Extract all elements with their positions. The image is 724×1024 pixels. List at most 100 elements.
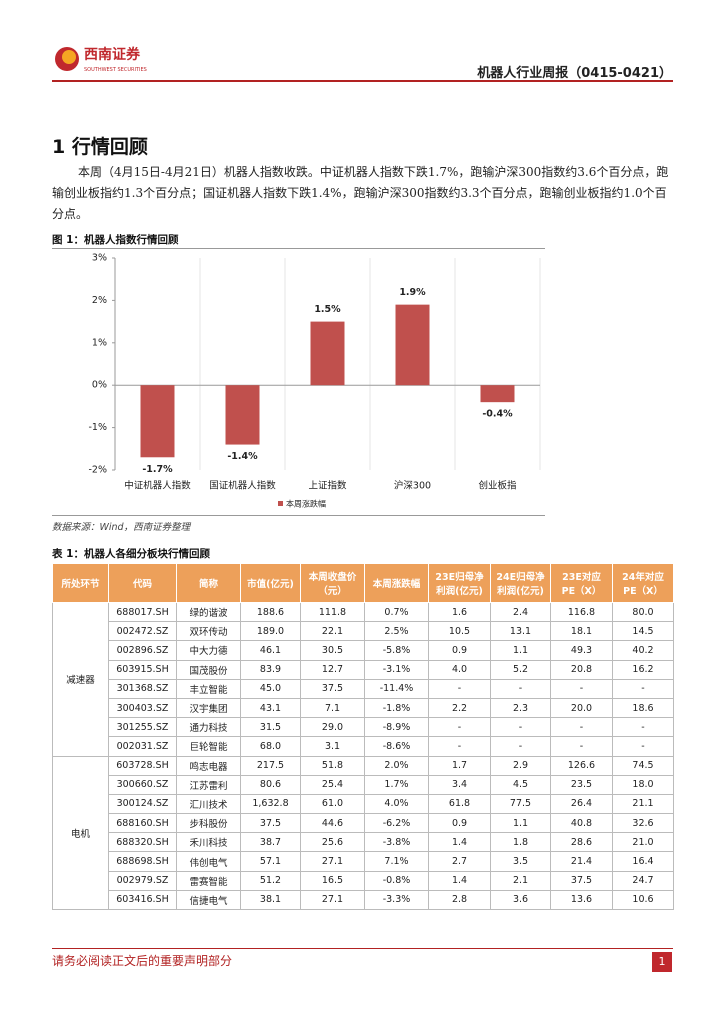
cell: 301368.SZ <box>108 678 177 699</box>
cell: 603728.SH <box>108 755 177 776</box>
cell: 16.2 <box>612 659 674 680</box>
row: 301255.SZ 通力科技 31.5 29.0 -8.9% - - - - <box>53 717 674 738</box>
header-text: 23E对应 <box>562 572 601 583</box>
cell: 0.9 <box>428 640 491 661</box>
cell: 217.5 <box>240 755 301 776</box>
cell: 21.4 <box>550 851 613 872</box>
cell: 688160.SH <box>108 813 177 834</box>
cell: 126.6 <box>550 755 613 776</box>
header-cell: 24年对应 PE（X） <box>612 563 674 603</box>
cell: 22.1 <box>300 621 365 642</box>
cell: 10.6 <box>612 889 674 911</box>
cell: 10.5 <box>428 621 491 642</box>
cell: 雷赛智能 <box>176 870 241 891</box>
header-text: PE（X） <box>561 586 602 597</box>
bar <box>395 304 430 386</box>
cell: 4.0 <box>428 659 491 680</box>
footer-notice: 请务必阅读正文后的重要声明部分 <box>52 954 233 968</box>
cell: 1.1 <box>490 813 551 834</box>
cell: 002896.SZ <box>108 640 177 661</box>
cell: -5.8% <box>364 640 429 661</box>
group-cell: 电机 <box>52 755 109 910</box>
cell: 12.7 <box>300 659 365 680</box>
row: 688160.SH 步科股份 37.5 44.6 -6.2% 0.9 1.1 40.8 32.6 <box>53 813 674 834</box>
header-cell: 本周收盘价 （元） <box>300 563 365 603</box>
bar <box>225 385 260 445</box>
cell: 23.5 <box>550 774 613 795</box>
row: 300660.SZ 江苏雷利 80.6 25.4 1.7% 3.4 4.5 23.5 18.0 <box>53 774 674 795</box>
cell: - <box>490 717 551 738</box>
row: 002979.SZ 雷赛智能 51.2 16.5 -0.8% 1.4 2.1 37.5 24.7 <box>53 870 674 891</box>
cell: 002472.SZ <box>108 621 177 642</box>
cell: 0.7% <box>364 601 429 623</box>
cell: - <box>612 717 674 738</box>
cell: 29.0 <box>300 717 365 738</box>
cell: 3.6 <box>490 889 551 911</box>
header-cell: 所处环节 <box>52 563 109 603</box>
cell: 116.8 <box>550 601 613 623</box>
cell: - <box>550 717 613 738</box>
x-tick-label: 国证机器人指数 <box>209 480 276 492</box>
y-tick-label: 3% <box>92 253 107 264</box>
figure-caption: 图 1：机器人指数行情回顾 <box>52 234 179 246</box>
cell: 68.0 <box>240 736 301 757</box>
header-text: 利润(亿元) <box>497 586 544 597</box>
cell: 巨轮智能 <box>176 736 241 757</box>
header-cell: 24E归母净 利润(亿元) <box>490 563 551 603</box>
cell: 1.7 <box>428 755 491 776</box>
cell: 16.4 <box>612 851 674 872</box>
figure-rule <box>52 515 545 516</box>
figure-rule <box>52 248 545 249</box>
cell: 43.1 <box>240 697 301 719</box>
row: 002896.SZ 中大力德 46.1 30.5 -5.8% 0.9 1.1 49.3 40.2 <box>53 640 674 661</box>
cell: 24.7 <box>612 870 674 891</box>
header-text: 利润(亿元) <box>436 586 483 597</box>
cell: 28.6 <box>550 832 613 853</box>
value-label: 1.5% <box>314 304 341 315</box>
bar <box>310 321 345 386</box>
header-cell: 23E归母净 利润(亿元) <box>428 563 491 603</box>
cell: 21.1 <box>612 793 674 815</box>
cell: 步科股份 <box>176 813 241 834</box>
cell: -1.8% <box>364 697 429 719</box>
cell: 2.7 <box>428 851 491 872</box>
row: 603416.SH 信捷电气 38.1 27.1 -3.3% 2.8 3.6 13.6 10.6 <box>53 889 674 911</box>
cell: 18.1 <box>550 621 613 642</box>
x-tick-label: 沪深300 <box>394 480 431 492</box>
cell: 30.5 <box>300 640 365 661</box>
cell: - <box>428 717 491 738</box>
cell: 57.1 <box>240 851 301 872</box>
cell: 111.8 <box>300 601 365 623</box>
cell: 2.3 <box>490 697 551 719</box>
cell: 汇川技术 <box>176 793 241 815</box>
cell: 伟创电气 <box>176 851 241 872</box>
cell: 1.4 <box>428 870 491 891</box>
cell: 300660.SZ <box>108 774 177 795</box>
cell: 7.1 <box>300 697 365 719</box>
row: 电机 603728.SH 鸣志电器 217.5 51.8 2.0% 1.7 2.9 126.6 7… <box>52 755 674 910</box>
header-cell: 代码 <box>108 563 177 603</box>
cell: -11.4% <box>364 678 429 699</box>
cell: 国茂股份 <box>176 659 241 680</box>
cell: 2.2 <box>428 697 491 719</box>
x-tick-label: 中证机器人指数 <box>124 480 191 492</box>
cell: 鸣志电器 <box>176 755 241 776</box>
cell: 13.6 <box>550 889 613 911</box>
cell: 002031.SZ <box>108 736 177 757</box>
cell: 江苏雷利 <box>176 774 241 795</box>
y-tick-label: 2% <box>92 295 107 306</box>
header-text: （元） <box>318 586 347 597</box>
y-tick-label: -1% <box>89 422 108 433</box>
cell: 77.5 <box>490 793 551 815</box>
cell: 13.1 <box>490 621 551 642</box>
cell: 51.2 <box>240 870 301 891</box>
header-cell: 本周涨跌幅 <box>364 563 429 603</box>
cell: - <box>490 736 551 757</box>
cell: 禾川科技 <box>176 832 241 853</box>
row: 603915.SH 国茂股份 83.9 12.7 -3.1% 4.0 5.2 20.8 16.2 <box>53 659 674 680</box>
cell: 002979.SZ <box>108 870 177 891</box>
cell: 21.0 <box>612 832 674 853</box>
header-cell: 简称 <box>176 563 241 603</box>
cell: 7.1% <box>364 851 429 872</box>
cell: 20.8 <box>550 659 613 680</box>
